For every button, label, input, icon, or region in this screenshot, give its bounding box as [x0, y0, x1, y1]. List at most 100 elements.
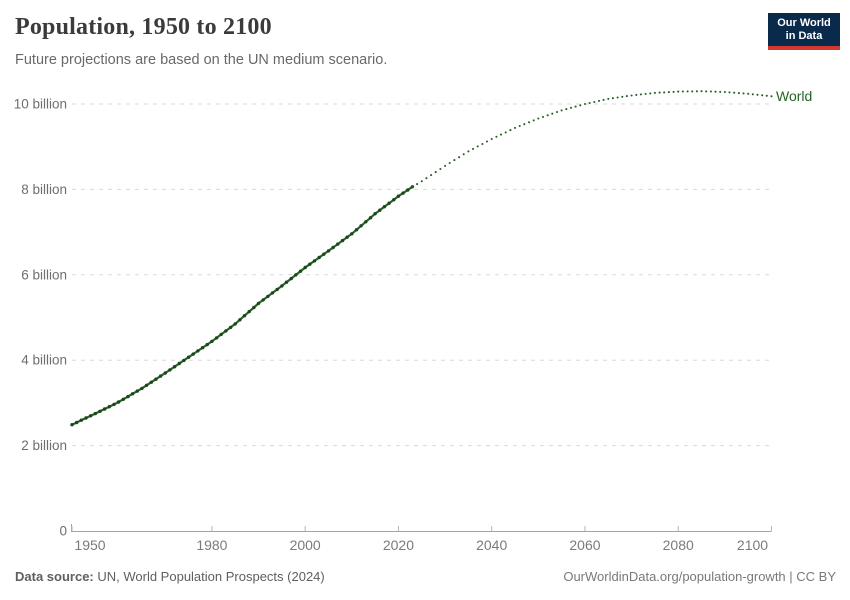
series-point — [406, 188, 410, 192]
series-point — [345, 235, 349, 239]
series-point — [359, 224, 363, 228]
series-point — [270, 291, 275, 295]
series-point-projection — [597, 99, 601, 102]
series-point — [102, 407, 107, 411]
population-chart[interactable]: 0 2 billion 4 billion 6 billion 8 billion 10 … — [0, 85, 850, 555]
series-point-projection — [728, 91, 731, 94]
series-point-projection — [523, 123, 526, 126]
series-point — [168, 368, 172, 372]
series-point — [378, 208, 382, 212]
y-tick-label: 6 billion — [21, 267, 67, 282]
series-point-projection — [607, 97, 610, 100]
series-point-projection — [476, 145, 479, 148]
page-title: Population, 1950 to 2100 — [15, 14, 272, 40]
series-point-projection — [537, 117, 540, 120]
series-point-projection — [765, 94, 768, 97]
x-tick-label: 1980 — [196, 537, 227, 553]
series-point-projection — [770, 95, 773, 98]
series-point — [382, 205, 387, 209]
series-point — [354, 228, 359, 232]
series-label-world[interactable]: World — [776, 88, 812, 104]
data-source-label: Data source: — [15, 569, 94, 584]
chart-subtitle: Future projections are based on the UN m… — [15, 52, 388, 68]
series-point — [163, 371, 167, 375]
series-point-projection — [565, 108, 568, 111]
series-point-projection — [579, 104, 582, 107]
series-point-projection — [653, 91, 656, 94]
series-point-projection — [649, 92, 652, 95]
series-point-projection — [495, 135, 498, 138]
series-point-projection — [490, 137, 493, 141]
series-point — [149, 380, 153, 384]
series-point-projection — [420, 180, 423, 183]
series-point-projection — [737, 92, 740, 95]
series-point — [364, 220, 368, 224]
series-point — [252, 305, 256, 310]
series-point-projection — [532, 119, 535, 122]
x-tick-label: 2020 — [383, 537, 414, 553]
series-point — [284, 280, 289, 284]
y-tick-label: 10 billion — [14, 97, 67, 112]
series-point — [228, 325, 233, 330]
series-point-projection — [635, 93, 638, 96]
series-point-projection — [611, 97, 614, 100]
series-point — [135, 389, 139, 393]
x-tick-label: 2060 — [569, 537, 600, 553]
x-tick-label: 2100 — [737, 537, 768, 553]
series-point — [308, 262, 312, 266]
data-source-value: UN, World Population Prospects (2024) — [93, 569, 325, 584]
owid-logo[interactable]: Our World in Data — [768, 13, 840, 50]
series-point-projection — [560, 109, 563, 112]
series-point — [140, 386, 144, 391]
series-point — [289, 276, 293, 281]
series-point — [298, 269, 303, 273]
owid-logo-line1: Our World — [777, 16, 831, 29]
series-point — [144, 383, 149, 387]
series-point-projection — [714, 90, 717, 93]
series-point-projection — [499, 133, 503, 136]
series-point-projection — [681, 90, 684, 93]
series-point-projection — [551, 112, 554, 115]
series-point-projection — [448, 161, 451, 165]
series-point-projection — [723, 90, 726, 94]
series-point — [182, 358, 186, 363]
owid-logo-line2: in Data — [785, 29, 823, 42]
series-point — [312, 259, 317, 263]
series-point-projection — [663, 91, 666, 94]
series-point — [387, 201, 391, 205]
series-point-projection — [686, 90, 689, 93]
series-point — [79, 418, 84, 422]
series-point-projection — [602, 98, 605, 101]
x-tick-label: 2080 — [663, 537, 694, 553]
x-tick-label: 1950 — [74, 537, 105, 553]
series-point-projection — [691, 90, 694, 93]
series-point — [233, 322, 237, 326]
series-point — [340, 238, 345, 243]
series-point-projection — [444, 164, 447, 167]
series-point-projection — [546, 114, 549, 117]
series-point — [89, 414, 93, 418]
series-point — [238, 318, 242, 322]
series-point-projection — [416, 183, 419, 186]
series-point — [247, 309, 251, 314]
series-point-projection — [574, 105, 577, 108]
series-point-projection — [583, 102, 587, 106]
series-point-projection — [462, 153, 465, 156]
series-point-projection — [667, 91, 670, 94]
series-point-projection — [425, 177, 428, 180]
series-point-projection — [541, 115, 545, 118]
series-point — [392, 198, 396, 202]
series-point-projection — [747, 92, 750, 95]
series-point — [154, 377, 158, 381]
series-point — [401, 191, 405, 195]
series-point — [256, 301, 261, 306]
series-point — [224, 329, 228, 333]
series-point — [280, 284, 284, 288]
series-point — [396, 194, 401, 198]
footer-link[interactable]: OurWorldinData.org/population-growth | C… — [563, 569, 836, 584]
series-point-projection — [453, 159, 456, 162]
series-point-projection — [593, 100, 596, 104]
series-point — [242, 314, 247, 318]
series-line-historical[interactable] — [71, 185, 414, 426]
